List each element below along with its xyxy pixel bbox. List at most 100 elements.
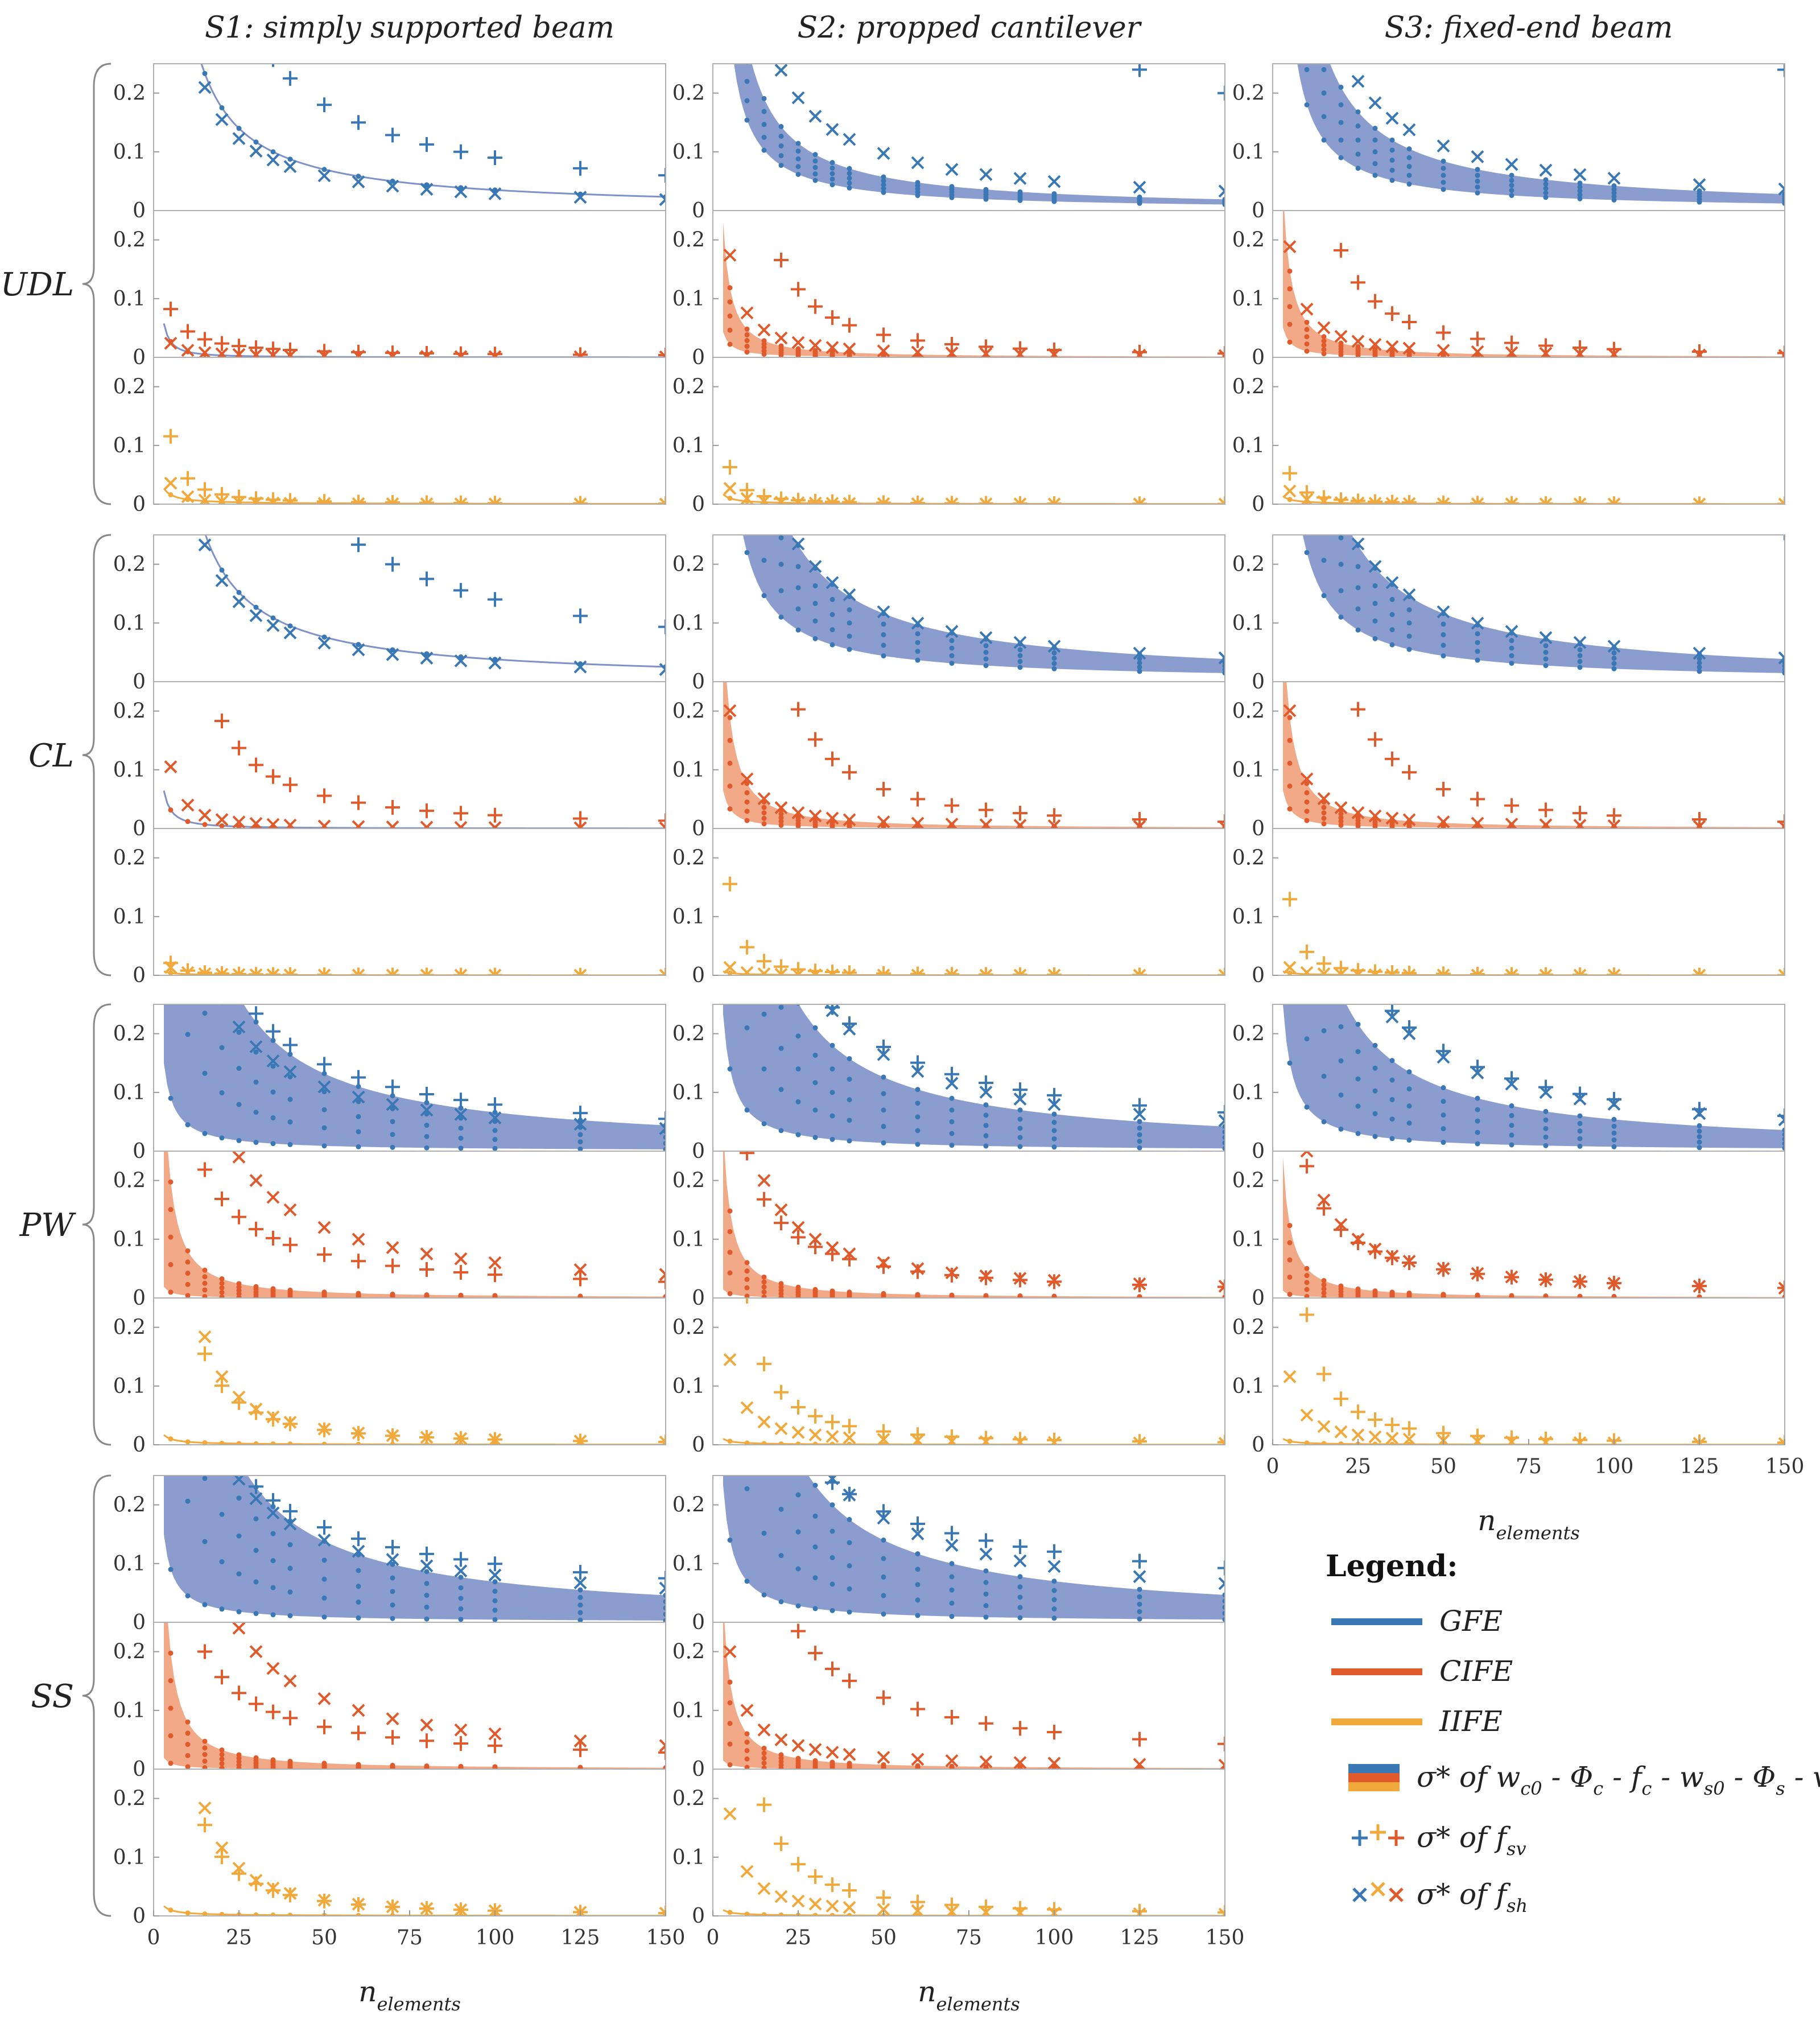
legend-fsv-marker bbox=[1388, 1830, 1404, 1846]
panel-frame bbox=[712, 1769, 1225, 1916]
marker-fsv bbox=[1351, 27, 1365, 42]
marker-fsh bbox=[757, 1174, 771, 1188]
marker-fsh bbox=[1402, 588, 1416, 601]
marker-fsh bbox=[266, 1506, 280, 1520]
data-point bbox=[915, 180, 921, 186]
data-point bbox=[1287, 760, 1293, 766]
marker-fsh bbox=[386, 820, 399, 829]
marker-fsh bbox=[659, 1739, 666, 1753]
marker-fsh bbox=[1471, 1267, 1484, 1280]
marker-fsh bbox=[488, 656, 502, 670]
data-point bbox=[812, 618, 818, 624]
data-point bbox=[1321, 1441, 1327, 1445]
data-point bbox=[1475, 1107, 1480, 1112]
marker-fsv bbox=[1013, 806, 1027, 821]
data-point bbox=[949, 184, 955, 189]
y-tick-label: 0.1 bbox=[1232, 759, 1265, 782]
marker-fsh bbox=[826, 123, 839, 136]
marker-fsh bbox=[791, 1425, 805, 1439]
data-point bbox=[829, 1502, 835, 1508]
data-point bbox=[744, 790, 750, 796]
data-point bbox=[1017, 1574, 1023, 1580]
y-tick-label: 0 bbox=[133, 1758, 146, 1781]
marker-fsh bbox=[774, 1203, 788, 1217]
marker-fsv bbox=[808, 1646, 823, 1661]
data-point bbox=[915, 1128, 921, 1134]
marker-fsh bbox=[266, 1054, 280, 1067]
marker-fsv bbox=[757, 196, 771, 211]
marker-fsv bbox=[1504, 335, 1519, 351]
data-point bbox=[881, 642, 886, 648]
marker-fsv bbox=[573, 160, 588, 176]
marker-fsh bbox=[215, 347, 229, 357]
marker-fsh bbox=[877, 1903, 890, 1916]
data-point bbox=[1222, 1610, 1225, 1616]
data-point bbox=[321, 634, 327, 640]
data-point bbox=[1372, 346, 1378, 352]
error-band bbox=[723, 1475, 1225, 1620]
marker-fsv bbox=[180, 645, 195, 660]
data-point bbox=[761, 1294, 767, 1298]
data-point bbox=[812, 583, 818, 588]
data-point bbox=[847, 1761, 852, 1766]
marker-fsh bbox=[659, 1581, 666, 1595]
data-point bbox=[1355, 1286, 1361, 1292]
data-point bbox=[1222, 196, 1225, 202]
marker-fsh bbox=[1539, 1436, 1553, 1445]
marker-fsh bbox=[182, 28, 193, 40]
marker-fsh bbox=[420, 350, 434, 357]
marker-fsh bbox=[488, 1256, 502, 1270]
data-point bbox=[202, 1131, 208, 1136]
marker-fsh bbox=[757, 323, 771, 337]
data-point bbox=[1287, 715, 1293, 720]
marker-fsh bbox=[1133, 646, 1146, 660]
data-point bbox=[1137, 669, 1142, 674]
data-point bbox=[356, 1114, 361, 1119]
data-point bbox=[728, 32, 733, 37]
marker-fsv bbox=[573, 608, 588, 624]
marker-fsv bbox=[573, 347, 588, 357]
marker-fsh bbox=[1218, 1907, 1225, 1916]
marker-fsv bbox=[1218, 1905, 1225, 1916]
marker-fsh bbox=[826, 1475, 839, 1485]
marker-fsh bbox=[283, 160, 297, 174]
y-tick-label: 0.1 bbox=[672, 1552, 705, 1576]
data-point bbox=[915, 631, 921, 637]
data-point bbox=[390, 1291, 395, 1297]
data-point bbox=[390, 1441, 395, 1445]
marker-fsh bbox=[723, 481, 737, 495]
marker-fsv bbox=[266, 1412, 280, 1427]
data-point bbox=[727, 1270, 733, 1276]
marker-fsh bbox=[198, 967, 212, 975]
error-band bbox=[1297, 64, 1785, 204]
marker-fsh bbox=[843, 1488, 856, 1502]
data-point bbox=[390, 1602, 395, 1608]
data-point bbox=[185, 819, 191, 825]
marker-fsv bbox=[1047, 808, 1062, 823]
data-point bbox=[458, 1145, 464, 1151]
marker-fsv bbox=[658, 1571, 666, 1586]
data-point bbox=[1406, 1103, 1412, 1109]
marker-fsv bbox=[163, 27, 178, 42]
marker-fsv bbox=[453, 346, 468, 357]
data-point bbox=[168, 1907, 174, 1913]
data-point bbox=[744, 1025, 750, 1031]
data-point bbox=[287, 1565, 293, 1571]
panel-frame bbox=[153, 534, 666, 682]
data-point bbox=[1051, 656, 1057, 661]
data-point bbox=[1222, 1592, 1225, 1598]
marker-fsh bbox=[283, 1065, 297, 1078]
data-point bbox=[1321, 137, 1327, 143]
marker-fsh bbox=[945, 1539, 959, 1552]
data-point bbox=[219, 1289, 225, 1295]
marker-fsh bbox=[1573, 168, 1587, 182]
panel-frame bbox=[153, 828, 666, 976]
marker-fsh bbox=[1778, 968, 1785, 975]
data-point bbox=[185, 1259, 191, 1265]
marker-fsv bbox=[1368, 1412, 1382, 1428]
marker-fsv bbox=[1299, 1159, 1314, 1174]
data-point bbox=[1406, 182, 1412, 187]
marker-fsv bbox=[163, 428, 178, 444]
data-point bbox=[236, 1441, 242, 1445]
data-point bbox=[1017, 653, 1023, 658]
